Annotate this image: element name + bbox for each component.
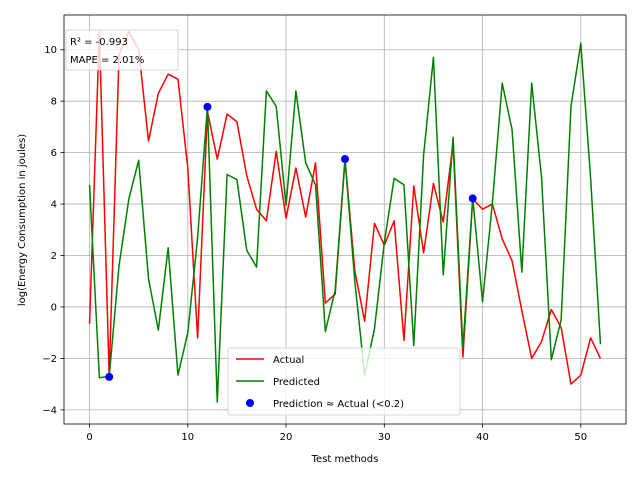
legend-box <box>227 347 461 416</box>
y-tick-label: 6 <box>51 148 57 159</box>
annotation-r2: R² = -0.993 <box>70 37 128 48</box>
legend: Actual Predicted Prediction ≈ Actual (<0… <box>227 347 461 416</box>
match-point <box>468 194 477 203</box>
y-tick-label: 10 <box>44 45 57 56</box>
x-tick-label: 40 <box>476 432 489 443</box>
x-axis-label: Test methods <box>311 454 379 465</box>
y-tick-label: 0 <box>51 302 57 313</box>
match-point <box>105 372 114 381</box>
grid-layer <box>64 15 626 424</box>
x-tick-label: 30 <box>378 432 391 443</box>
y-tick-label: 8 <box>51 97 57 108</box>
y-tick-label: −2 <box>42 354 57 365</box>
series-layer <box>88 30 602 403</box>
x-tick-label: 20 <box>280 432 293 443</box>
y-axis-label: log(Energy Consumption in joules) <box>17 134 28 306</box>
y-tick-label: −4 <box>42 405 57 416</box>
legend-match-swatch <box>246 399 254 407</box>
legend-match-label: Prediction ≈ Actual (<0.2) <box>273 399 404 410</box>
points-layer <box>105 102 477 381</box>
y-tick-label: 4 <box>51 200 57 211</box>
match-point <box>203 102 212 111</box>
tick-layer: 0 10 20 30 40 50 −4 −2 0 2 4 6 8 10 <box>42 45 587 443</box>
match-point <box>341 155 349 164</box>
y-tick-label: 2 <box>51 251 57 262</box>
annotation-background <box>65 29 179 71</box>
annotation-box: R² = -0.993 MAPE = 2.01% <box>65 29 179 71</box>
legend-predicted-label: Predicted <box>273 377 320 388</box>
actual-series-line <box>88 30 602 385</box>
x-tick-label: 50 <box>574 432 587 443</box>
legend-actual-label: Actual <box>273 355 304 366</box>
plot-frame <box>63 14 627 425</box>
annotation-mape: MAPE = 2.01% <box>70 55 144 66</box>
x-tick-label: 0 <box>86 432 92 443</box>
x-tick-label: 10 <box>181 432 194 443</box>
